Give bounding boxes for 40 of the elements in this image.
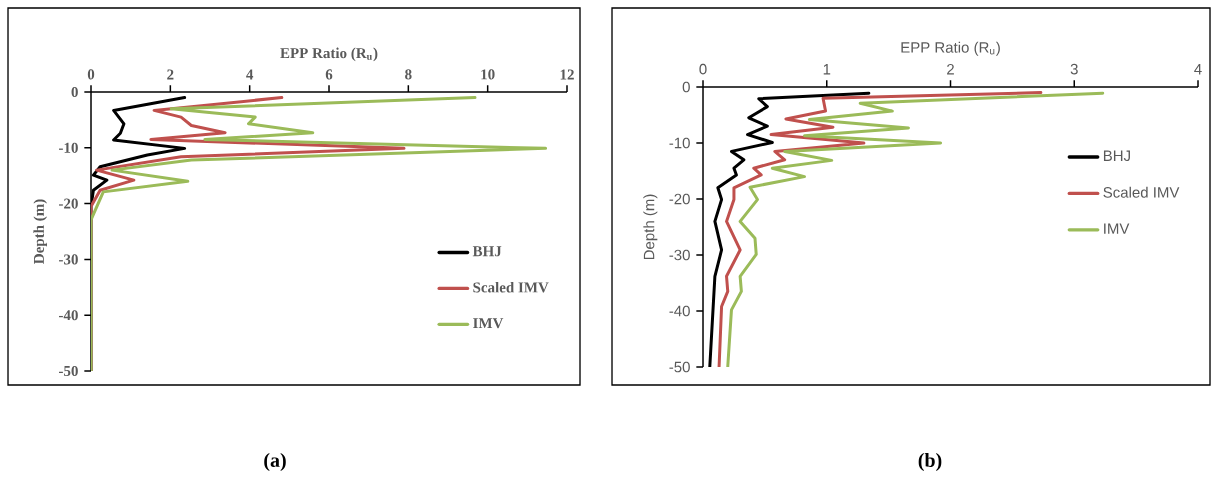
legend-label: BHJ: [1103, 150, 1130, 162]
y-tick-label: 0: [682, 81, 690, 93]
x-tick-label: 3: [1070, 63, 1078, 75]
legend-label: Scaled IMV: [1103, 186, 1180, 198]
line-series: [91, 96, 548, 371]
y-tick-label: -50: [59, 365, 78, 377]
y-tick-label: -40: [669, 305, 690, 317]
legend-label: IMV: [473, 318, 504, 329]
y-tick-label: -30: [669, 249, 690, 261]
legend-label: IMV: [1104, 223, 1130, 234]
line-series: [708, 91, 871, 367]
y-tick-label: -10: [59, 142, 78, 153]
x-tick-label: 4: [1194, 64, 1202, 75]
y-axis-title: Depth (m): [33, 199, 48, 264]
x-tick-label: 12: [560, 69, 574, 80]
y-tick-label: -20: [59, 198, 78, 209]
legend-label: BHJ: [472, 246, 502, 257]
x-tick-label: 2: [167, 69, 174, 80]
y-axis-title: Depth (m): [643, 194, 658, 260]
y-tick-label: -30: [59, 254, 78, 265]
x-tick-label: 10: [481, 69, 495, 80]
line-series: [717, 91, 1043, 367]
x-axis-title: EPP Ratio (R$_{u}$): [901, 41, 1000, 56]
y-tick-label: 0: [71, 86, 78, 98]
y-tick-label: -40: [59, 310, 78, 321]
x-tick-label: 1: [823, 64, 831, 75]
x-tick-label: 4: [246, 69, 254, 80]
text: (a): [264, 452, 286, 472]
x-tick-label: 0: [699, 63, 707, 75]
line-series: [726, 91, 1105, 367]
x-tick-label: 8: [405, 69, 412, 80]
x-tick-label: 2: [947, 63, 954, 75]
legend-label: Scaled IMV: [473, 281, 549, 293]
x-tick-label: 6: [325, 69, 333, 80]
text: (b): [918, 452, 942, 472]
x-tick-label: 0: [87, 69, 95, 80]
y-tick-label: -10: [669, 137, 690, 149]
x-axis-title: EPP Ratio (R$_{u}$): [280, 47, 378, 62]
y-tick-label: -50: [669, 361, 690, 373]
y-tick-label: -20: [669, 193, 690, 205]
